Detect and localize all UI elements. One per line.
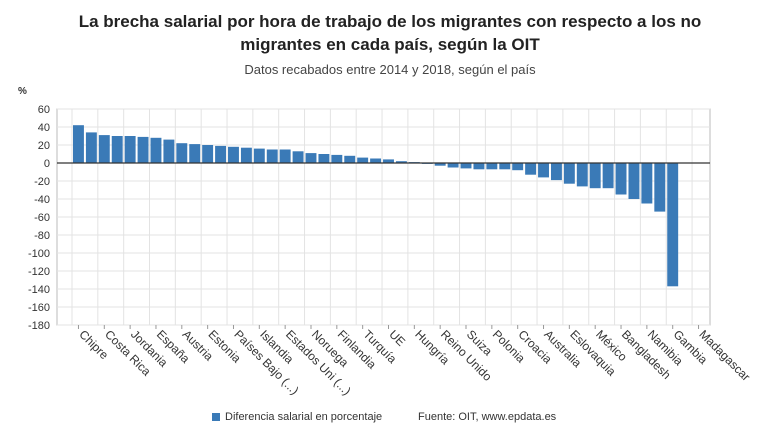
bar [383, 159, 394, 163]
bar [512, 163, 524, 171]
bar [318, 154, 330, 163]
bar [202, 145, 214, 163]
bar [550, 163, 562, 181]
bar [460, 163, 472, 169]
y-tick-label: -60 [34, 212, 50, 224]
bar [189, 144, 201, 163]
bar [370, 158, 382, 163]
bar [73, 125, 84, 163]
y-tick-label: -20 [34, 176, 50, 188]
chart-subtitle: Datos recabados entre 2014 y 2018, según… [244, 62, 536, 77]
bar [641, 163, 653, 204]
bar [331, 154, 343, 163]
bar [525, 163, 537, 175]
bar [163, 139, 175, 163]
y-tick-label: 40 [38, 122, 50, 134]
bar [124, 136, 136, 163]
bar [395, 161, 407, 163]
bar [85, 132, 97, 163]
bar [615, 163, 627, 195]
bar [486, 163, 498, 170]
y-tick-label: -80 [34, 230, 50, 242]
bar [628, 163, 640, 199]
legend: Diferencia salarial en porcentaje [212, 411, 382, 423]
bar [137, 136, 149, 163]
y-tick-label: -180 [28, 320, 50, 332]
chart-title-line-1: La brecha salarial por hora de trabajo d… [78, 12, 702, 31]
chart-title: La brecha salarial por hora de trabajo d… [0, 10, 780, 56]
bar [176, 143, 188, 163]
source-note: Fuente: OIT, www.epdata.es [418, 411, 557, 423]
bar [538, 163, 549, 178]
y-tick-label: -160 [28, 302, 50, 314]
y-tick-label: -140 [28, 284, 50, 296]
chart-title-line-2: migrantes en cada país, según la OIT [240, 35, 540, 54]
bar [305, 153, 317, 163]
y-tick-label: -40 [34, 194, 50, 206]
legend-swatch [212, 413, 220, 422]
bar [292, 151, 304, 163]
bar [667, 163, 679, 287]
y-tick-label: -100 [28, 248, 50, 260]
bar [266, 149, 278, 163]
bar [228, 146, 239, 163]
bar [111, 136, 123, 163]
bar [499, 163, 511, 170]
bar [447, 163, 459, 168]
bar [98, 135, 110, 163]
bar [357, 157, 369, 163]
bar [563, 163, 575, 184]
bar [602, 163, 614, 189]
bar [215, 145, 227, 163]
y-axis-label: % [18, 86, 27, 97]
bar [473, 163, 485, 170]
bar [434, 163, 446, 166]
bar [279, 149, 291, 163]
bar [344, 155, 356, 163]
bar [150, 137, 162, 163]
y-tick-label: 20 [38, 140, 50, 152]
bar [240, 147, 252, 163]
bar [253, 148, 265, 163]
y-tick-label: 60 [38, 104, 50, 116]
bar [654, 163, 666, 212]
bar [589, 163, 601, 189]
legend-label: Diferencia salarial en porcentaje [225, 411, 383, 423]
y-tick-label: -120 [28, 266, 50, 278]
y-tick-label: 0 [44, 158, 50, 170]
bar [576, 163, 588, 187]
